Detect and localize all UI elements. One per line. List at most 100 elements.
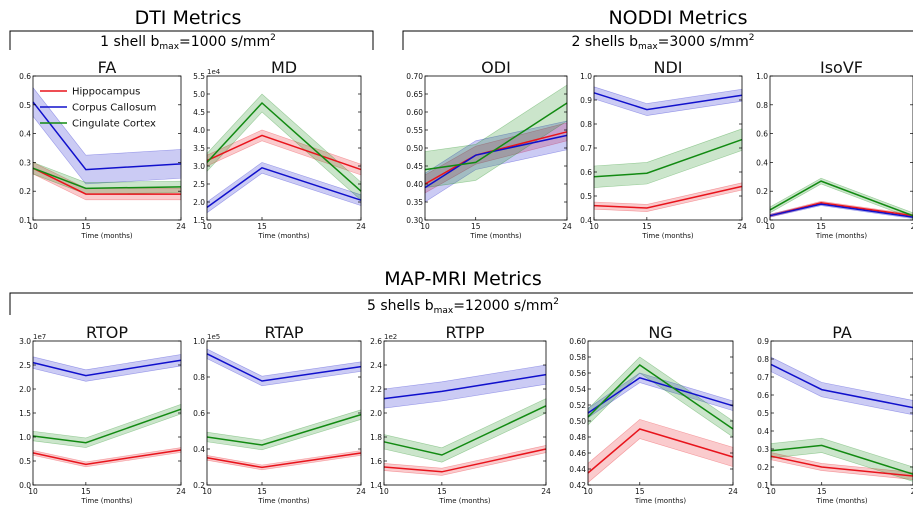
x-axis-label-fa: Time (months) <box>80 232 132 240</box>
y-tick-label-ng: 0.60 <box>569 337 586 346</box>
series-line-md-0 <box>206 134 362 171</box>
y-tick-label-pa: 0.8 <box>757 355 769 364</box>
ci-band-rtap-0 <box>206 450 362 471</box>
y-tick-label-md: 4.0 <box>193 126 205 135</box>
x-tick-label-md: 15 <box>257 222 267 231</box>
y-tick-label-rtop: 0.0 <box>19 481 31 490</box>
x-tick-label-rtap: 10 <box>202 487 212 496</box>
x-tick-label-isovf: 15 <box>816 222 826 231</box>
x-tick-label-ndi: 15 <box>642 222 652 231</box>
y-tick-label-ng: 0.54 <box>569 385 586 394</box>
chart-title-rtap: RTAP <box>264 323 303 342</box>
y-tick-label-fa: 0.4 <box>19 130 31 139</box>
bracket-noddi <box>402 30 913 50</box>
y-tick-label-pa: 0.9 <box>757 337 769 346</box>
series-line-fa-1 <box>32 101 182 171</box>
y-tick-label-md: 5.0 <box>193 90 205 99</box>
y-tick-label-rtop: 3.0 <box>19 337 31 346</box>
y-tick-label-fa: 0.6 <box>19 72 31 81</box>
y-tick-label-rtpp: 2.6 <box>370 337 382 346</box>
y-tick-label-md: 2.5 <box>193 180 205 189</box>
x-axis-label-pa: Time (months) <box>815 497 867 505</box>
series-line-rtop-1 <box>32 359 182 377</box>
legend-label-2: Cingulate Cortex <box>72 119 156 130</box>
y-tick-label-ng: 0.50 <box>569 417 586 426</box>
y-tick-label-odi: 0.45 <box>406 162 423 171</box>
series-line-ndi-0 <box>593 185 743 209</box>
y-tick-label-odi: 0.55 <box>406 126 423 135</box>
series-line-md-2 <box>206 101 362 192</box>
x-tick-label-odi: 15 <box>471 222 481 231</box>
x-tick-label-rtop: 24 <box>176 487 186 496</box>
y-tick-label-ng: 0.56 <box>569 369 586 378</box>
y-tick-label-isovf: 0.0 <box>756 216 768 225</box>
y-tick-label-rtop: 1.0 <box>19 433 31 442</box>
chart-ng: NG 0.42 0.44 0.46 0.48 0.50 0.52 0.54 0.56 0.58 0.… <box>569 323 738 505</box>
y-tick-label-ndi: 0.6 <box>580 168 592 177</box>
y-tick-label-odi: 0.50 <box>406 144 423 153</box>
chart-md: MD 1e4 1.5 2.0 2.5 3.0 3.5 4.0 4.5 5.0 5.5 10 15 24 Ti… <box>193 58 366 240</box>
axis-multiplier-rtop: 1e7 <box>33 333 46 341</box>
y-tick-label-odi: 0.65 <box>406 90 423 99</box>
x-axis-label-isovf: Time (months) <box>815 232 867 240</box>
y-tick-label-ndi: 1.0 <box>580 72 592 81</box>
y-tick-label-pa: 0.2 <box>757 463 769 472</box>
series-line-ng-0 <box>587 428 734 474</box>
x-tick-label-fa: 10 <box>28 222 38 231</box>
series-line-rtap-0 <box>206 452 362 469</box>
y-tick-label-odi: 0.30 <box>406 216 423 225</box>
y-tick-label-rtap: 0.6 <box>193 409 205 418</box>
y-tick-label-rtop: 2.5 <box>19 361 31 370</box>
y-tick-label-md: 3.0 <box>193 162 205 171</box>
y-tick-label-rtpp: 1.8 <box>370 433 382 442</box>
y-tick-label-rtap: 1.0 <box>193 337 205 346</box>
x-tick-label-ng: 15 <box>635 487 645 496</box>
y-tick-label-ndi: 0.5 <box>580 192 592 201</box>
chart-rtpp: RTPP 1e2 1.4 1.6 1.8 2.0 2.2 2.4 2.6 10 15 24 Time (… <box>370 323 551 505</box>
y-tick-label-ng: 0.44 <box>569 465 586 474</box>
y-tick-label-pa: 0.4 <box>757 427 769 436</box>
ci-band-ndi-1 <box>593 86 743 116</box>
series-line-rtop-0 <box>32 449 182 466</box>
y-tick-label-rtop: 1.5 <box>19 409 31 418</box>
chart-title-rtop: RTOP <box>86 323 128 342</box>
y-tick-label-rtpp: 2.4 <box>370 361 382 370</box>
series-line-fa-0 <box>32 167 181 195</box>
x-tick-label-isovf: 10 <box>765 222 775 231</box>
x-tick-label-ndi: 24 <box>737 222 747 231</box>
ci-band-rtap-2 <box>206 409 362 451</box>
y-tick-label-ng: 0.52 <box>569 401 586 410</box>
axis-multiplier-rtpp: 1e2 <box>384 333 397 341</box>
y-tick-label-pa: 0.5 <box>757 409 769 418</box>
ci-band-rtpp-1 <box>383 364 547 409</box>
x-tick-label-ng: 24 <box>728 487 738 496</box>
y-tick-label-isovf: 0.2 <box>756 187 768 196</box>
y-tick-label-md: 2.0 <box>193 198 205 207</box>
x-tick-label-pa: 2 <box>911 487 913 496</box>
y-tick-label-md: 5.5 <box>193 72 205 81</box>
x-tick-label-rtpp: 15 <box>437 487 447 496</box>
x-axis-label-ng: Time (months) <box>634 497 686 505</box>
x-tick-label-md: 24 <box>356 222 366 231</box>
y-tick-label-ng: 0.48 <box>569 433 586 442</box>
chart-title-odi: ODI <box>481 58 511 77</box>
y-tick-label-odi: 0.40 <box>406 180 423 189</box>
y-tick-label-fa: 0.1 <box>19 216 31 225</box>
y-tick-label-rtap: 0.4 <box>193 445 205 454</box>
y-tick-label-isovf: 0.4 <box>756 158 768 167</box>
section-title-dti: DTI Metrics <box>135 7 242 29</box>
x-tick-label-pa: 15 <box>817 487 827 496</box>
x-axis-label-rtop: Time (months) <box>80 497 132 505</box>
y-tick-label-isovf: 0.6 <box>756 130 768 139</box>
series-line-ng-2 <box>587 364 734 430</box>
y-tick-label-ng: 0.58 <box>569 353 586 362</box>
y-tick-label-isovf: 0.8 <box>756 101 768 110</box>
chart-title-fa: FA <box>98 58 117 77</box>
series-line-rtpp-1 <box>383 373 547 400</box>
chart-fa: FA 0.1 0.2 0.3 0.4 0.5 0.6 10 15 24 Time (months) <box>19 58 186 240</box>
chart-isovf: IsoVF 0.0 0.2 0.4 0.6 0.8 1.0 10 15 2 Time (months… <box>756 58 913 240</box>
y-tick-label-rtpp: 2.2 <box>370 385 382 394</box>
x-tick-label-rtpp: 24 <box>541 487 551 496</box>
y-tick-label-ng: 0.42 <box>569 481 586 490</box>
